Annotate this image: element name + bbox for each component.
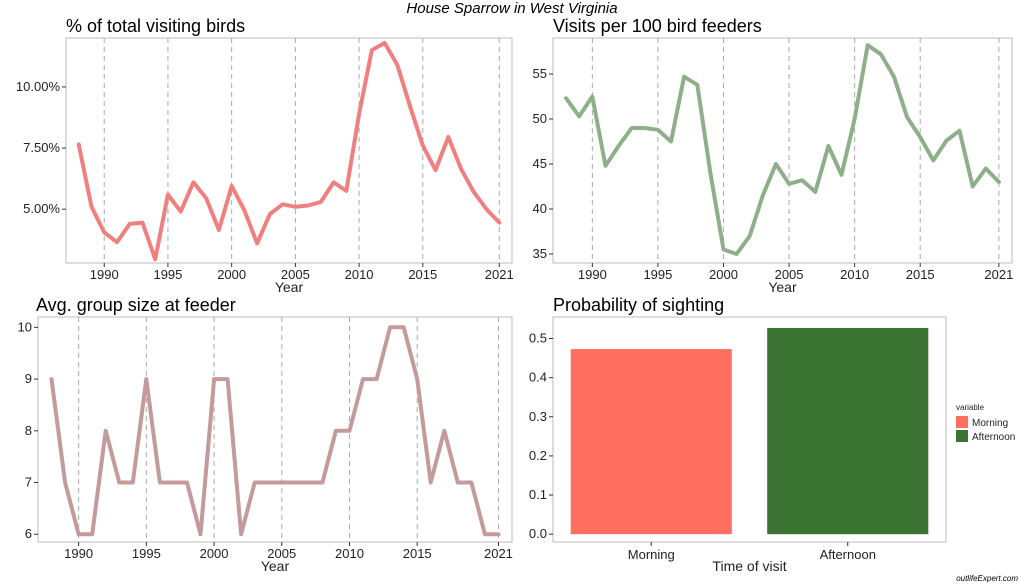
y-tick-label: 0.3: [529, 409, 547, 424]
plot-frame: [37, 316, 513, 543]
y-tick-label: 7.50%: [23, 140, 60, 155]
x-tick-label: 1990: [90, 267, 119, 282]
x-axis-label: Year: [768, 279, 797, 295]
chart-panel-4: Probability of sighting 0.0 0.1 0.2 0.3 0.4 0.…: [529, 295, 1015, 574]
y-tick-label: 45: [533, 156, 547, 171]
x-axis-label: Time of visit: [712, 558, 786, 574]
legend-swatch: [956, 430, 968, 442]
panel-title: % of total visiting birds: [66, 16, 245, 36]
x-tick-label: Morning: [628, 547, 675, 562]
legend-swatch: [956, 416, 968, 428]
x-tick-label: 2000: [200, 546, 229, 561]
legend-label: Afternoon: [972, 432, 1015, 443]
x-tick-label: 1995: [132, 546, 161, 561]
y-tick-label: 8: [25, 423, 32, 438]
chart-panel-3: Avg. group size at feeder 6 7 8 9 10 Year 1990 1…: [18, 295, 513, 574]
y-tick-label: 0.2: [529, 448, 547, 463]
panel-title: Probability of sighting: [553, 295, 724, 315]
y-tick-label: 0.1: [529, 487, 547, 502]
y-tick-label: 5.00%: [23, 201, 60, 216]
x-tick-label: 2010: [335, 546, 364, 561]
x-tick-label: 2015: [408, 267, 437, 282]
y-tick-label: 40: [533, 201, 547, 216]
bar-morning: [570, 349, 732, 535]
x-axis-label: Year: [275, 279, 304, 295]
x-tick-label: 2021: [485, 267, 514, 282]
x-axis-label: Year: [261, 558, 290, 574]
x-tick-label: Afternoon: [820, 547, 876, 562]
plot-frame: [552, 37, 1013, 264]
y-tick-label: 0.5: [529, 331, 547, 346]
y-tick-label: 10.00%: [16, 79, 61, 94]
y-tick-label: 35: [533, 246, 547, 261]
legend: variable Morning Afternoon: [956, 403, 1015, 443]
x-tick-label: 2015: [403, 546, 432, 561]
series-line: [564, 43, 1001, 256]
plot-frame: [552, 316, 947, 543]
x-tick-label: 2010: [840, 267, 869, 282]
x-tick-label: 1995: [643, 267, 672, 282]
x-tick-label: 2015: [906, 267, 935, 282]
chart-panel-2: Visits per 100 bird feeders 35 40 45 50 55 Yea…: [533, 16, 1014, 295]
figure-title: House Sparrow in West Virginia: [406, 0, 618, 17]
x-tick-label: 2010: [345, 267, 374, 282]
x-tick-label: 2005: [775, 267, 804, 282]
y-tick-label: 7: [25, 475, 32, 490]
series-line: [76, 40, 502, 262]
y-tick-label: 55: [533, 66, 547, 81]
y-tick-label: 10: [18, 319, 32, 334]
y-tick-label: 9: [25, 371, 32, 386]
x-tick-label: 1995: [153, 267, 182, 282]
y-tick-label: 0.4: [529, 370, 547, 385]
x-tick-label: 2005: [267, 546, 296, 561]
y-tick-label: 6: [25, 526, 32, 541]
chart-panel-1: % of total visiting birds 5.00% 7.50% 10.00…: [16, 16, 514, 295]
x-tick-label: 1990: [64, 546, 93, 561]
y-tick-label: 0.0: [529, 526, 547, 541]
legend-title: variable: [956, 403, 985, 412]
x-tick-label: 2005: [281, 267, 310, 282]
y-tick-label: 50: [533, 111, 547, 126]
plot-frame: [65, 37, 513, 264]
x-tick-label: 2000: [217, 267, 246, 282]
x-tick-label: 2000: [709, 267, 738, 282]
x-tick-label: 2021: [484, 546, 513, 561]
legend-label: Morning: [972, 418, 1008, 429]
bar-afternoon: [767, 327, 929, 535]
panel-title: Visits per 100 bird feeders: [553, 16, 762, 36]
series-line: [49, 325, 501, 537]
x-tick-label: 2021: [984, 267, 1013, 282]
x-tick-label: 1990: [578, 267, 607, 282]
watermark: outlifeExpert.com: [956, 574, 1018, 583]
panel-title: Avg. group size at feeder: [36, 295, 236, 315]
